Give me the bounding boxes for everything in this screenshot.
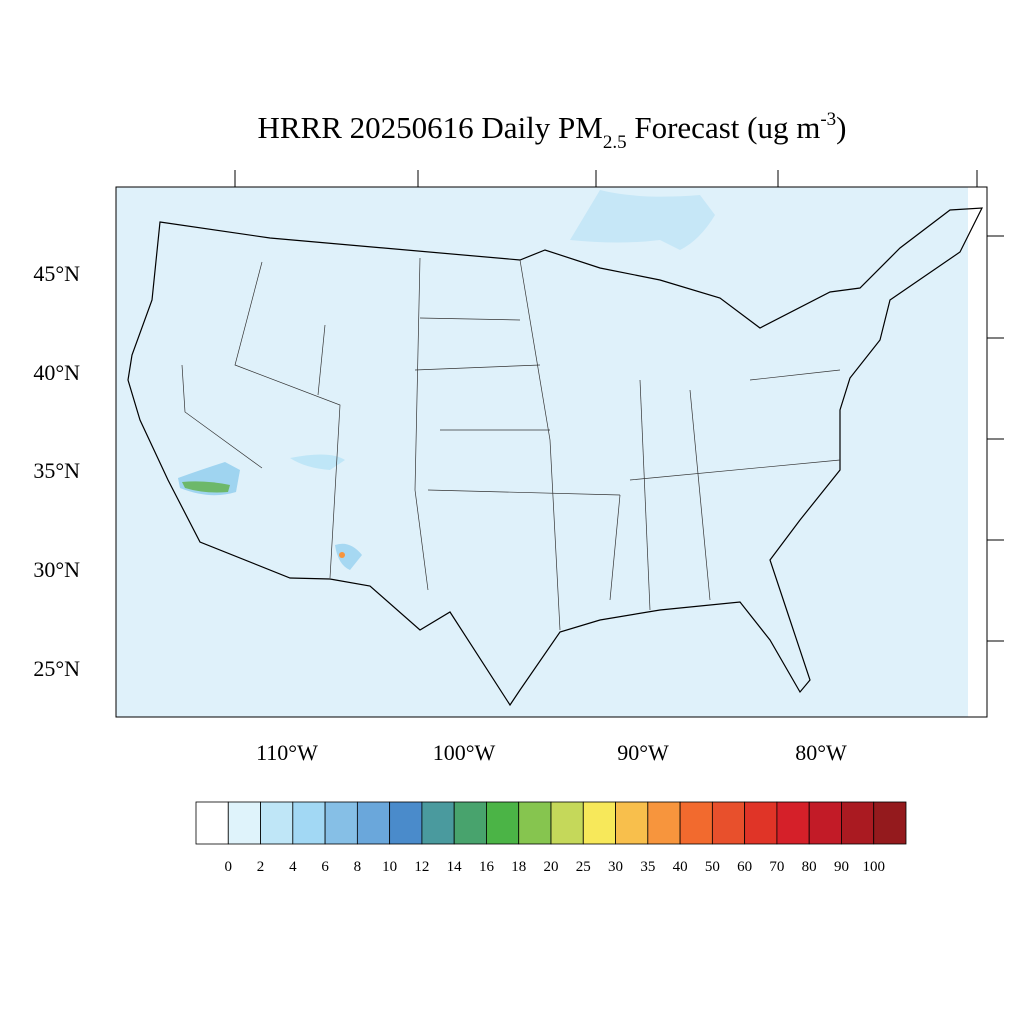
smoke-hotspot xyxy=(339,552,345,558)
colorbar-label: 50 xyxy=(705,859,720,875)
colorbar-box xyxy=(711,801,746,845)
colorbar-box xyxy=(808,801,842,845)
colorbar-box xyxy=(615,801,649,845)
colorbar-label: 6 xyxy=(321,859,329,875)
title-subscript: 2.5 xyxy=(603,132,627,153)
colorbar-label: 18 xyxy=(511,859,526,875)
colorbar-box xyxy=(324,801,358,845)
colorbar-label: 8 xyxy=(354,859,362,875)
colorbar-label: 25 xyxy=(576,859,591,875)
title: HRRR 20250616 Daily PM2.5 Forecast (ug m… xyxy=(258,109,847,153)
smoke-plume xyxy=(570,190,715,250)
colorbar-box xyxy=(841,801,875,845)
lat-label: 25°N xyxy=(33,656,80,681)
colorbar-box xyxy=(873,801,907,845)
title-superscript: -3 xyxy=(820,109,836,130)
colorbar-label: 14 xyxy=(447,859,463,875)
colorbar-box xyxy=(486,801,520,845)
map-frame xyxy=(115,186,988,718)
colorbar-label: 4 xyxy=(289,859,297,875)
colorbar-label: 60 xyxy=(737,859,752,875)
colorbar-label: 35 xyxy=(640,859,655,875)
colorbar-box xyxy=(518,801,552,845)
colorbar-box xyxy=(550,801,584,845)
colorbar-label: 90 xyxy=(834,859,849,875)
colorbar-box xyxy=(356,801,391,845)
colorbar-box xyxy=(647,801,681,845)
colorbar-box xyxy=(421,801,455,845)
colorbar-label: 80 xyxy=(802,859,817,875)
colorbar-label: 30 xyxy=(608,859,623,875)
lon-label: 100°W xyxy=(433,740,496,765)
axis-labels: 45°N 40°N 35°N 30°N 25°N 110°W 100°W 90°W 80°W xyxy=(33,261,847,765)
colorbar-label: 70 xyxy=(769,859,784,875)
lat-label: 40°N xyxy=(33,360,80,385)
colorbar-box xyxy=(679,801,713,845)
title-main: HRRR 20250616 Daily PM xyxy=(258,110,603,145)
colorbar-label: 20 xyxy=(544,859,559,875)
coastline xyxy=(127,207,984,707)
colorbar-label: 10 xyxy=(382,859,397,875)
colorbar-box xyxy=(292,801,326,845)
colorbar-box xyxy=(744,801,778,845)
smoke-plume xyxy=(182,481,230,493)
colorbar-label: 12 xyxy=(414,859,429,875)
title-end: ) xyxy=(836,110,846,145)
colorbar-box xyxy=(776,801,810,845)
colorbar-label: 16 xyxy=(479,859,495,875)
smoke-plume xyxy=(290,454,345,470)
lat-label: 30°N xyxy=(33,557,80,582)
colorbar-box xyxy=(453,801,487,845)
colorbar: 0 2 4 6 8 10 12 14 16 18 20 25 30 35 40 50 60 70 80 90 100 xyxy=(195,801,907,875)
lon-label: 110°W xyxy=(256,740,318,765)
colorbar-label: 2 xyxy=(257,859,265,875)
state-lines xyxy=(181,257,841,631)
graticule-ticks xyxy=(234,170,1004,642)
colorbar-label: 100 xyxy=(862,859,885,875)
map xyxy=(115,170,1004,718)
colorbar-label: 0 xyxy=(225,859,233,875)
colorbar-label: 40 xyxy=(673,859,688,875)
colorbar-box xyxy=(582,801,616,845)
colorbar-box xyxy=(389,801,423,845)
map-fill xyxy=(116,187,968,717)
lon-label: 80°W xyxy=(795,740,847,765)
colorbar-box xyxy=(195,801,229,845)
lat-label: 45°N xyxy=(33,261,80,286)
smoke-plume xyxy=(335,543,362,570)
colorbar-box xyxy=(260,801,294,845)
lon-label: 90°W xyxy=(617,740,669,765)
colorbar-box xyxy=(227,801,261,845)
lat-label: 35°N xyxy=(33,458,80,483)
title-middle: Forecast (ug m xyxy=(627,110,821,145)
